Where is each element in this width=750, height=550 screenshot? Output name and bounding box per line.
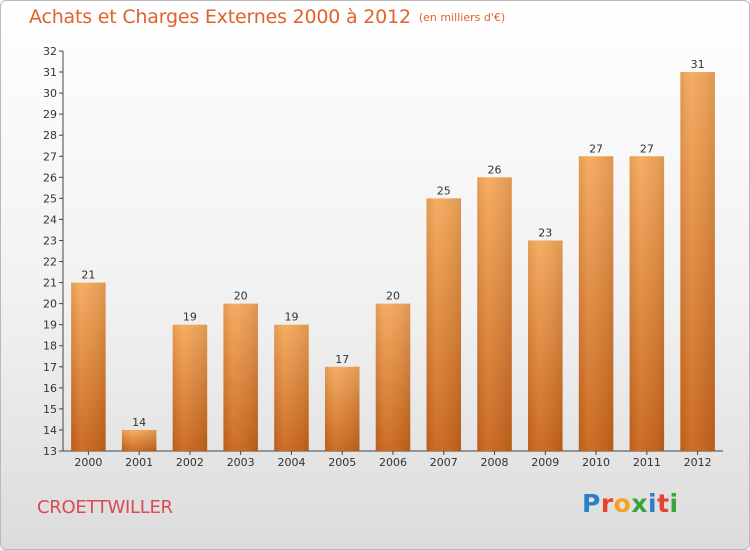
y-tick-label: 22 <box>43 256 57 269</box>
y-tick-label: 29 <box>43 108 57 121</box>
bar-shade <box>528 240 563 451</box>
value-label: 27 <box>640 142 654 155</box>
chart-title-unit: (en milliers d'€) <box>418 11 506 24</box>
logo-letter: i <box>669 489 679 518</box>
y-tick-label: 31 <box>43 66 57 79</box>
y-tick-label: 15 <box>43 403 57 416</box>
y-tick-label: 26 <box>43 171 57 184</box>
value-label: 17 <box>335 353 349 366</box>
bar-shade <box>375 303 411 451</box>
x-tick-label: 2011 <box>633 456 661 469</box>
bar-shade <box>121 429 157 451</box>
y-tick-label: 23 <box>43 234 57 247</box>
logo-letter: t <box>657 489 670 518</box>
logo-letter: o <box>613 489 632 518</box>
y-tick-label: 14 <box>43 424 57 437</box>
x-tick-label: 2001 <box>125 456 153 469</box>
x-tick-label: 2002 <box>176 456 204 469</box>
commune-name: CROETTWILLER <box>37 497 173 518</box>
logo-letter: i <box>648 489 658 518</box>
value-label: 27 <box>589 142 603 155</box>
x-tick-label: 2009 <box>531 456 559 469</box>
y-tick-label: 32 <box>43 45 57 58</box>
y-tick-label: 24 <box>43 213 57 226</box>
x-tick-label: 2007 <box>430 456 458 469</box>
bar-shade <box>172 324 208 451</box>
bar-shade <box>629 156 665 451</box>
value-label: 14 <box>132 416 146 429</box>
y-tick-label: 17 <box>43 361 57 374</box>
logo-letter: r <box>600 489 614 518</box>
value-label: 23 <box>538 226 552 239</box>
y-tick-label: 25 <box>43 192 57 205</box>
value-label: 20 <box>386 290 400 303</box>
y-tick-label: 20 <box>43 298 57 311</box>
y-tick-label: 30 <box>43 87 57 100</box>
x-tick-label: 2006 <box>379 456 407 469</box>
value-label: 31 <box>691 58 705 71</box>
y-tick-label: 27 <box>43 150 57 163</box>
value-label: 26 <box>488 163 502 176</box>
proxiti-logo: Proxiti <box>582 489 679 518</box>
y-tick-label: 19 <box>43 319 57 332</box>
value-label: 20 <box>234 290 248 303</box>
value-label: 19 <box>284 311 298 324</box>
x-tick-label: 2010 <box>582 456 610 469</box>
value-label: 19 <box>183 311 197 324</box>
bar-shade <box>71 282 106 451</box>
value-label: 25 <box>437 184 451 197</box>
bar-shade <box>578 156 614 451</box>
x-tick-label: 2012 <box>684 456 712 469</box>
y-tick-label: 21 <box>43 277 57 290</box>
logo-letter: P <box>582 489 601 518</box>
bar-shade <box>426 198 462 451</box>
x-tick-label: 2003 <box>227 456 255 469</box>
bar-layer: 21 14 19 20 19 17 20 25 26 23 27 27 31 <box>71 58 715 451</box>
x-tick-label: 2005 <box>328 456 356 469</box>
x-tick-label: 2004 <box>277 456 305 469</box>
y-tick-label: 16 <box>43 382 57 395</box>
chart-title-main: Achats et Charges Externes 2000 à 2012 <box>29 6 411 28</box>
bar-shade <box>223 303 258 451</box>
logo-letter: x <box>631 489 648 518</box>
x-tick-label: 2000 <box>74 456 102 469</box>
bar-shade <box>477 177 512 451</box>
bar-shade <box>274 324 309 451</box>
y-tick-label: 28 <box>43 129 57 142</box>
y-tick-label: 13 <box>43 445 57 458</box>
x-tick-label: 2008 <box>481 456 509 469</box>
bar-shade <box>324 366 360 451</box>
bar-shade <box>680 72 715 451</box>
y-tick-label: 18 <box>43 340 57 353</box>
chart-title: Achats et Charges Externes 2000 à 2012 (e… <box>29 6 505 28</box>
value-label: 21 <box>81 269 95 282</box>
